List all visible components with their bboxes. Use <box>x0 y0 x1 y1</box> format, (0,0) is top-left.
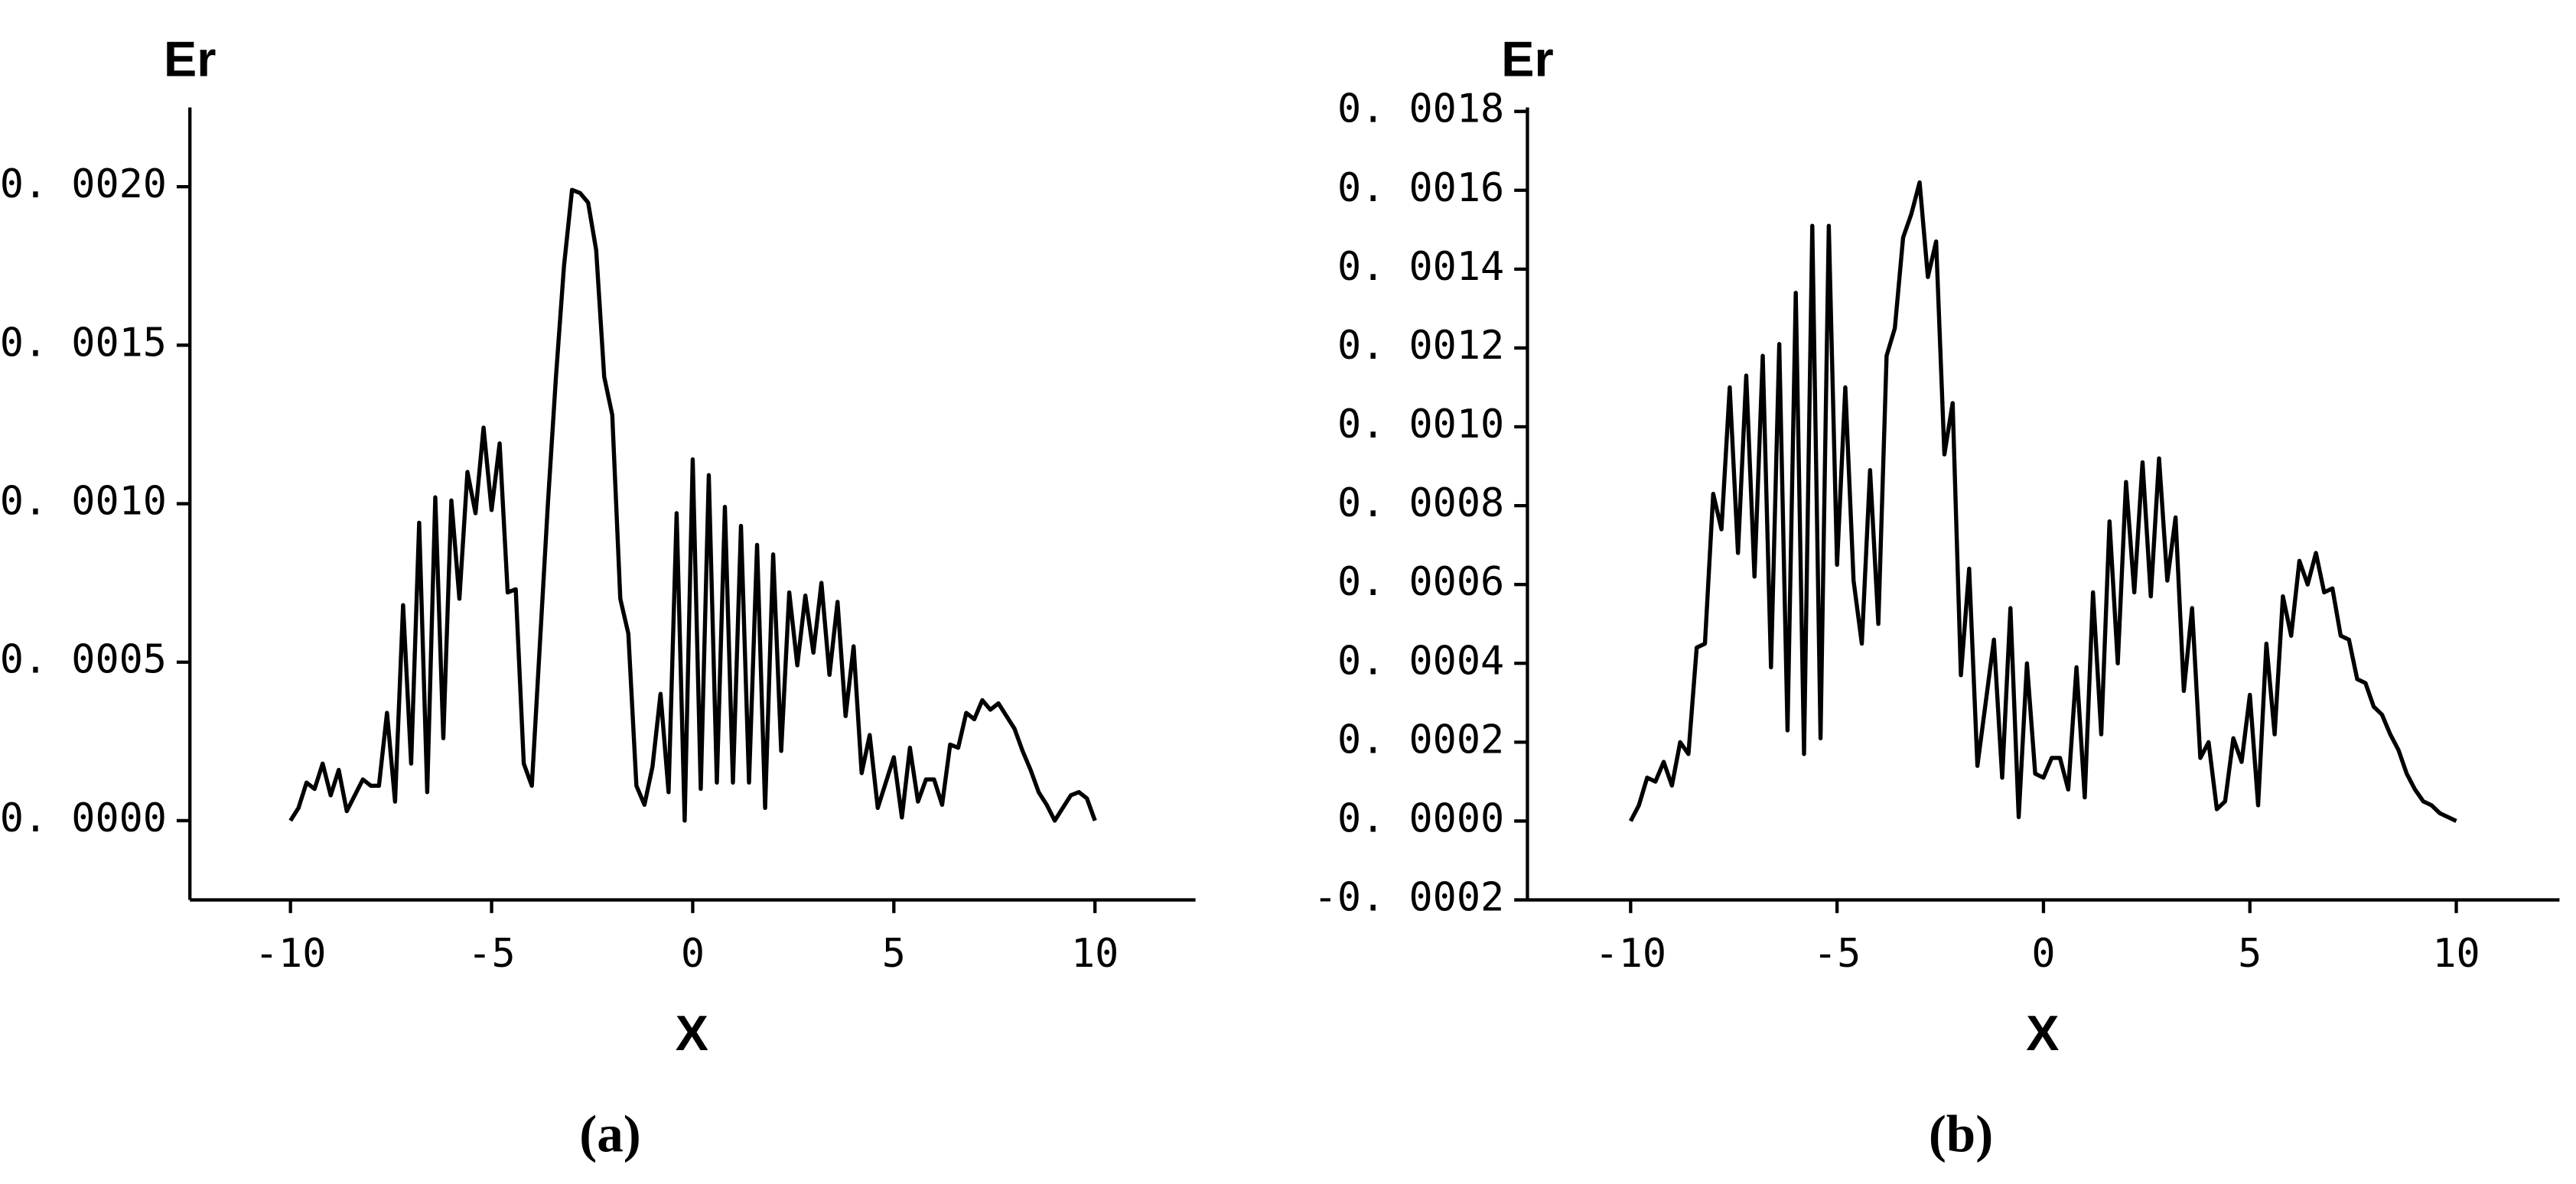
x-tick-label: 0 <box>2031 931 2055 977</box>
x-tick-label: -10 <box>1595 931 1667 977</box>
y-tick-label: 0. 0006 <box>1337 559 1504 605</box>
x-tick-label: -10 <box>255 931 327 977</box>
y-tick-label: 0. 0018 <box>1337 86 1504 132</box>
x-axis-label: X <box>2026 1005 2059 1061</box>
x-tick-label: 0 <box>681 931 705 977</box>
panel-caption: (a) <box>579 1104 641 1163</box>
x-tick-label: 10 <box>1071 931 1119 977</box>
y-tick-label: 0. 0002 <box>1337 717 1504 763</box>
y-tick-label: 0. 0008 <box>1337 480 1504 526</box>
y-tick-label: 0. 0000 <box>0 795 167 841</box>
y-tick-label: 0. 0020 <box>0 161 167 207</box>
x-axis-label: X <box>676 1005 708 1061</box>
data-line <box>288 187 1097 823</box>
y-tick-label: 0. 0005 <box>0 637 167 683</box>
data-line <box>1628 180 2457 823</box>
y-tick-label: 0. 0012 <box>1337 323 1504 369</box>
x-tick-label: 10 <box>2432 931 2480 977</box>
y-axis-label: Er <box>164 31 216 86</box>
y-tick-label: 0. 0014 <box>1337 244 1504 290</box>
y-tick-label: 0. 0004 <box>1337 638 1504 684</box>
y-tick-label: 0. 0010 <box>1337 402 1504 447</box>
panel-caption: (b) <box>1929 1104 1993 1163</box>
y-tick-label: 0. 0016 <box>1337 165 1504 211</box>
y-tick-label: 0. 0010 <box>0 479 167 525</box>
x-tick-label: -5 <box>467 931 515 977</box>
x-tick-label: 5 <box>882 931 906 977</box>
y-tick-label: -0. 0002 <box>1314 875 1504 921</box>
y-tick-label: 0. 0015 <box>0 320 167 366</box>
y-tick-label: 0. 0000 <box>1337 795 1504 841</box>
y-axis-label: Er <box>1501 31 1553 86</box>
x-tick-label: 5 <box>2238 931 2262 977</box>
x-tick-label: -5 <box>1813 931 1861 977</box>
